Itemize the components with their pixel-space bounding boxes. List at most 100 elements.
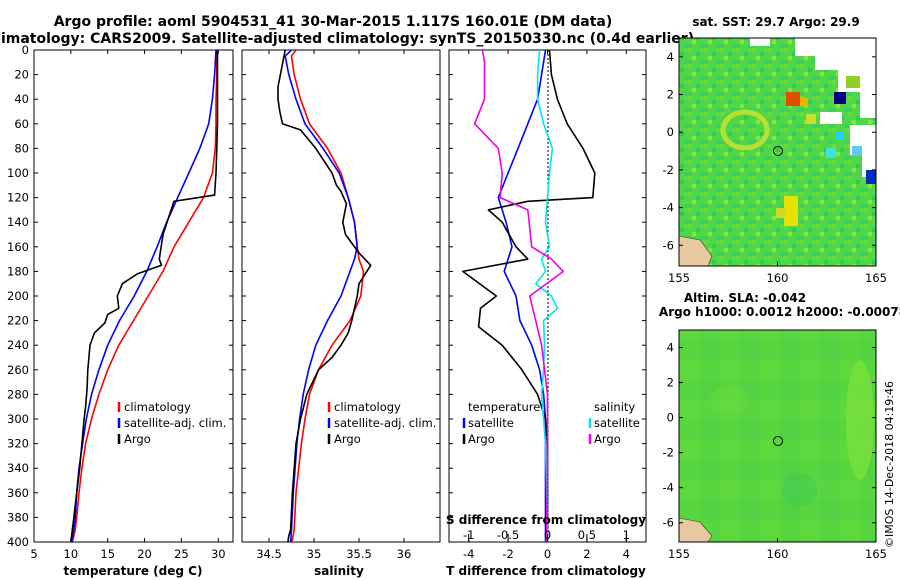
series-line (277, 50, 372, 542)
series-line (284, 50, 359, 542)
lon-tick-label: 160 (767, 547, 789, 561)
depth-tick-label: 240 (7, 338, 29, 352)
sst-ticks: 4 2 0 -2 -4 -6 155 160 165 (663, 50, 887, 285)
sla-ticks: 4 2 0 -2 -4 -6 155 160 165 (663, 341, 887, 561)
x-tick-label: 20 (137, 547, 152, 561)
depth-tick-label: 60 (14, 117, 29, 131)
series-line (290, 50, 365, 542)
s-tick-label: 1 (623, 528, 630, 542)
depth-tick-label: 400 (7, 535, 29, 549)
depth-tick-label: 140 (7, 215, 29, 229)
sla-map: Altim. SLA: -0.042 Argo h1000: 0.0012 h2… (659, 291, 900, 561)
lon-tick-label: 160 (767, 271, 789, 285)
lat-tick-label: 2 (667, 376, 674, 390)
depth-tick-label: 180 (7, 264, 29, 278)
legend-t-argo: Argo (468, 432, 495, 446)
salinity-lines (277, 50, 372, 542)
salinity-xlabel: salinity (314, 564, 364, 578)
series-line (70, 50, 219, 542)
legend-argo: Argo (334, 432, 361, 446)
depth-tick-label: 360 (7, 486, 29, 500)
sst-missing-data (750, 38, 876, 177)
x-tick-label: 35 (307, 547, 322, 561)
sst-float-marker (773, 146, 783, 156)
series-line (461, 50, 596, 542)
sla-subtitle: Argo h1000: 0.0012 h2000: -0.00078 (659, 305, 900, 319)
s-tick-label: 0.5 (578, 528, 596, 542)
legend-climatology: climatology (334, 400, 401, 414)
difference-lines (461, 50, 596, 542)
depth-tick-label: 0 (22, 43, 29, 57)
legend-s-satellite: satellite (594, 416, 640, 430)
x-tick-label: 0 (544, 547, 551, 561)
difference-legend: temperature satellite Argo salinity sate… (462, 400, 640, 446)
x-tick-label: 10 (64, 547, 79, 561)
lat-tick-label: -6 (663, 238, 674, 252)
series-line (71, 50, 218, 542)
lat-tick-label: -2 (663, 446, 674, 460)
x-tick-label: 35.5 (346, 547, 372, 561)
legend-climatology: climatology (124, 400, 191, 414)
lon-tick-label: 155 (668, 271, 690, 285)
lon-tick-label: 155 (668, 547, 690, 561)
s-difference-label: S difference from climatology (446, 513, 646, 527)
legend-salinity: salinity (594, 400, 635, 414)
temperature-panel: 0 20 40 60 80 100 120 140 160 180 200 220 240 260 280 3… (7, 43, 234, 578)
sst-title: sat. SST: 29.7 Argo: 29.9 (692, 15, 859, 29)
sst-features (678, 76, 876, 267)
x-tick-label: 5 (30, 547, 37, 561)
x-tick-label: 25 (174, 547, 189, 561)
series-line (473, 50, 565, 542)
lat-tick-label: -6 (663, 516, 674, 530)
lat-tick-label: -4 (663, 481, 674, 495)
depth-tick-label: 100 (7, 166, 29, 180)
depth-tick-label: 200 (7, 289, 29, 303)
s-tick-label: 0 (544, 528, 551, 542)
legend-argo: Argo (124, 432, 151, 446)
salinity-legend: climatology satellite-adj. clim. Argo (327, 400, 436, 446)
temperature-xlabel: temperature (deg C) (64, 564, 203, 578)
depth-tick-label: 120 (7, 191, 29, 205)
depth-tick-label: 380 (7, 510, 29, 524)
sla-features (678, 360, 874, 543)
legend-s-argo: Argo (594, 432, 621, 446)
x-tick-label: 30 (211, 547, 226, 561)
depth-tick-label: 340 (7, 461, 29, 475)
temperature-ticks: 0 20 40 60 80 100 120 140 160 180 200 220 240 260 280 3… (7, 43, 233, 561)
difference-xlabel: T difference from climatology (446, 564, 646, 578)
difference-ticks: -4 -2 0 2 4 -1 -0.5 0 0.5 1 (449, 49, 646, 561)
salinity-panel: 34.5 35 35.5 36 salinity climatology satell… (241, 49, 441, 578)
temperature-legend: climatology satellite-adj. clim. Argo (117, 400, 226, 446)
sla-title: Altim. SLA: -0.042 (684, 291, 806, 305)
legend-satellite: satellite-adj. clim. (334, 416, 436, 430)
temperature-lines (70, 50, 219, 542)
title-line-1: Argo profile: aoml 5904531_41 30-Mar-201… (54, 14, 613, 30)
depth-tick-label: 320 (7, 437, 29, 451)
s-tick-label: -1 (463, 528, 474, 542)
lon-tick-label: 165 (865, 547, 887, 561)
depth-tick-label: 300 (7, 412, 29, 426)
salinity-ticks: 34.5 35 35.5 36 (242, 49, 440, 561)
legend-temperature: temperature (468, 400, 540, 414)
depth-tick-label: 260 (7, 363, 29, 377)
lon-tick-label: 165 (865, 271, 887, 285)
sla-float-marker (773, 436, 783, 446)
lat-tick-label: 0 (667, 411, 674, 425)
lat-tick-label: 4 (667, 50, 674, 64)
depth-tick-label: 40 (14, 92, 29, 106)
series-line (497, 50, 547, 542)
x-tick-label: -2 (502, 547, 513, 561)
difference-panel: -4 -2 0 2 4 -1 -0.5 0 0.5 1 T difference from cli… (446, 49, 647, 578)
x-tick-label: 2 (583, 547, 590, 561)
lat-tick-label: 0 (667, 125, 674, 139)
x-tick-label: 34.5 (256, 547, 282, 561)
legend-t-satellite: satellite (468, 416, 514, 430)
sla-field (679, 330, 876, 542)
sst-map: sat. SST: 29.7 Argo: 29.9 (663, 15, 887, 285)
depth-tick-label: 280 (7, 387, 29, 401)
s-tick-label: -0.5 (497, 528, 519, 542)
depth-tick-label: 220 (7, 314, 29, 328)
x-tick-label: 4 (623, 547, 630, 561)
imos-credit: ©IMOS 14-Dec-2018 04:19:46 (883, 381, 896, 548)
